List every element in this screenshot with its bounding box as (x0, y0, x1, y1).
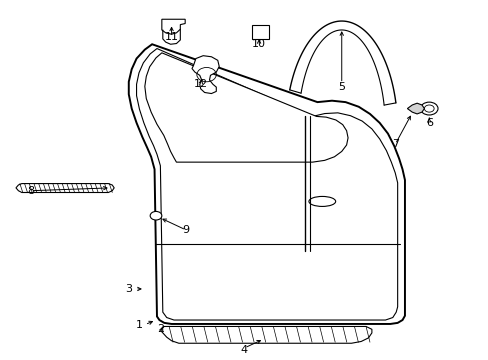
Circle shape (150, 211, 162, 220)
Text: 3: 3 (125, 284, 132, 294)
PathPatch shape (128, 44, 404, 324)
Ellipse shape (308, 197, 335, 206)
Text: 6: 6 (425, 118, 432, 128)
PathPatch shape (407, 103, 424, 114)
PathPatch shape (16, 184, 114, 193)
Text: 8: 8 (27, 186, 34, 196)
Text: 5: 5 (338, 82, 345, 92)
FancyBboxPatch shape (251, 24, 268, 39)
Text: 7: 7 (391, 139, 398, 149)
Text: 12: 12 (193, 78, 207, 89)
PathPatch shape (162, 19, 185, 34)
PathPatch shape (144, 53, 347, 162)
Text: 9: 9 (182, 225, 189, 235)
Text: 4: 4 (241, 345, 247, 355)
PathPatch shape (162, 327, 371, 343)
Text: 11: 11 (164, 32, 178, 42)
Text: 10: 10 (252, 39, 265, 49)
Text: 1: 1 (135, 320, 142, 330)
Text: 2: 2 (157, 324, 164, 334)
PathPatch shape (192, 56, 219, 94)
Circle shape (420, 102, 437, 115)
